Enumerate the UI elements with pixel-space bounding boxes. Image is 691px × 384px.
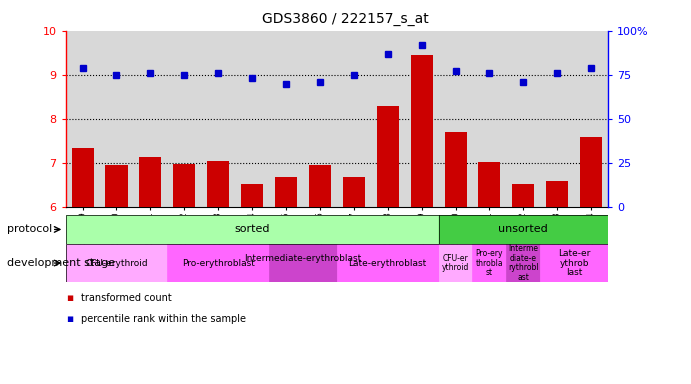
Bar <box>269 244 337 282</box>
Text: GDS3860 / 222157_s_at: GDS3860 / 222157_s_at <box>262 12 429 25</box>
Text: unsorted: unsorted <box>498 224 548 235</box>
Bar <box>309 166 331 207</box>
Text: Late-erythroblast: Late-erythroblast <box>348 258 427 268</box>
Bar <box>66 244 167 282</box>
Text: protocol: protocol <box>7 224 52 235</box>
Text: ◾: ◾ <box>66 293 73 303</box>
Bar <box>337 244 439 282</box>
Bar <box>546 181 568 207</box>
Bar <box>540 244 608 282</box>
Bar <box>512 184 534 207</box>
Bar <box>473 244 507 282</box>
Text: ◾: ◾ <box>66 314 73 324</box>
Bar <box>241 184 263 207</box>
Text: Intermediate-erythroblast: Intermediate-erythroblast <box>245 254 361 272</box>
Bar <box>580 137 602 207</box>
Bar <box>507 244 540 282</box>
Bar <box>66 215 439 244</box>
Bar <box>275 177 297 207</box>
Text: CFU-erythroid: CFU-erythroid <box>85 258 148 268</box>
Bar <box>167 244 269 282</box>
Bar <box>444 132 466 207</box>
Text: CFU-er
ythroid: CFU-er ythroid <box>442 254 469 272</box>
Bar <box>343 177 365 207</box>
Text: Pro-ery
throbla
st: Pro-ery throbla st <box>475 249 503 277</box>
Bar <box>439 215 608 244</box>
Bar <box>478 162 500 207</box>
Text: percentile rank within the sample: percentile rank within the sample <box>81 314 246 324</box>
Text: sorted: sorted <box>234 224 270 235</box>
Bar <box>106 166 128 207</box>
Text: development stage: development stage <box>7 258 115 268</box>
Text: Pro-erythroblast: Pro-erythroblast <box>182 258 255 268</box>
Bar <box>410 55 433 207</box>
Text: Interme
diate-e
rythrobl
ast: Interme diate-e rythrobl ast <box>508 244 539 282</box>
Text: Late-er
ythrob
last: Late-er ythrob last <box>558 249 590 277</box>
Bar <box>173 164 196 207</box>
Bar <box>140 157 162 207</box>
Text: transformed count: transformed count <box>81 293 171 303</box>
Bar <box>377 106 399 207</box>
Bar <box>207 161 229 207</box>
Bar <box>72 148 93 207</box>
Bar <box>439 244 473 282</box>
